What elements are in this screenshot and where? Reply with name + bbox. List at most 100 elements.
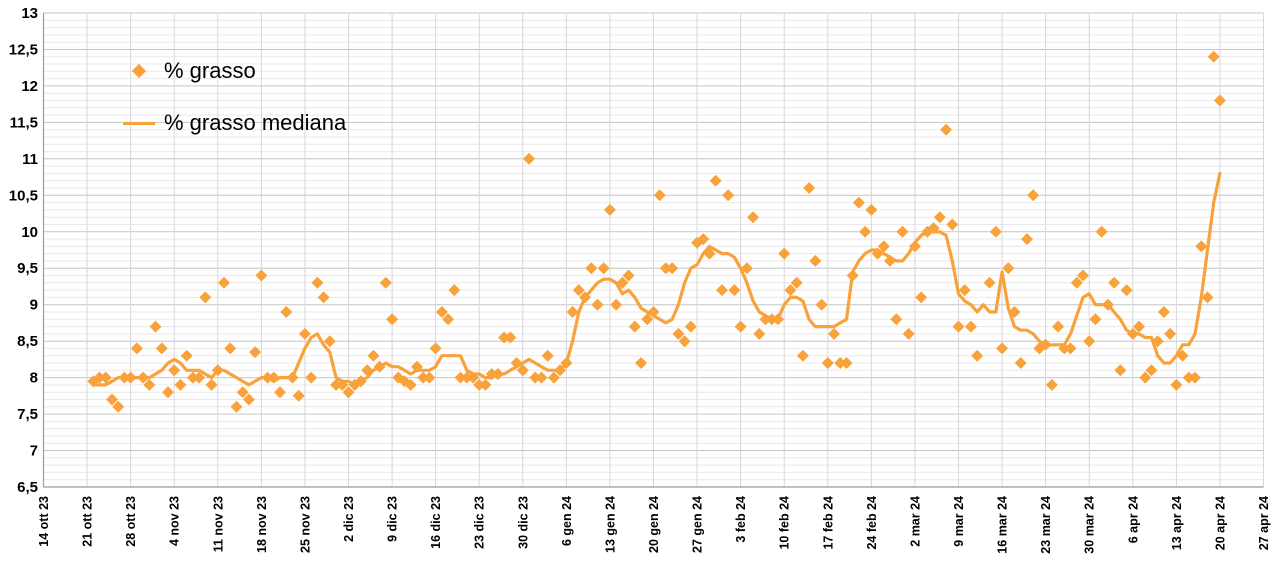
data-point — [809, 254, 822, 267]
y-tick-label: 8,5 — [17, 333, 38, 350]
data-point — [902, 327, 915, 340]
data-point — [1039, 338, 1052, 351]
x-tick-label: 13 gen 24 — [603, 496, 617, 553]
data-point — [1157, 306, 1170, 318]
data-point — [149, 320, 162, 333]
data-point — [249, 346, 262, 359]
data-point — [940, 123, 953, 136]
data-point — [566, 306, 579, 318]
x-tick-label: 28 ott 23 — [124, 496, 138, 547]
data-point — [616, 276, 629, 289]
data-point — [373, 360, 386, 373]
x-tick-label: 23 mar 24 — [1039, 496, 1053, 554]
data-point — [174, 378, 187, 391]
data-point — [734, 320, 747, 333]
data-point — [186, 371, 199, 384]
x-tick-label: 2 dic 23 — [342, 496, 356, 542]
data-point — [473, 378, 486, 391]
data-point — [1170, 378, 1183, 391]
data-point — [554, 364, 567, 377]
legend-label-grasso-mediana: % grasso mediana — [164, 110, 347, 135]
data-point — [423, 371, 436, 384]
data-point — [865, 203, 878, 216]
x-tick-label: 20 apr 24 — [1213, 496, 1227, 550]
legend-item-grasso: % grasso — [120, 53, 346, 89]
x-axis-labels: 14 ott 23 21 ott 23 28 ott 23 4 nov 23 11 no… — [37, 496, 1271, 554]
data-point — [560, 357, 573, 369]
data-point — [927, 222, 940, 235]
data-point — [205, 378, 218, 391]
data-point — [610, 298, 623, 311]
data-point — [989, 225, 1002, 238]
data-point — [211, 364, 224, 377]
data-point — [218, 276, 230, 289]
data-point — [354, 375, 367, 388]
data-point — [535, 371, 548, 384]
data-point — [971, 349, 984, 362]
axes — [42, 13, 1264, 488]
data-point — [653, 189, 666, 202]
x-tick-label: 27 gen 24 — [691, 496, 705, 553]
data-point — [728, 284, 741, 297]
data-point — [1021, 233, 1033, 246]
data-point — [1182, 371, 1195, 384]
data-point — [933, 211, 946, 224]
data-point — [983, 276, 996, 289]
data-point — [162, 386, 174, 399]
data-point — [1189, 371, 1201, 384]
data-point — [1070, 276, 1083, 289]
data-point — [772, 313, 784, 326]
data-point — [753, 327, 766, 340]
data-point — [647, 306, 660, 318]
data-point — [242, 393, 255, 406]
data-point — [168, 364, 181, 377]
data-point — [915, 291, 928, 304]
data-point — [946, 218, 959, 231]
data-point — [1052, 320, 1065, 333]
data-point — [485, 368, 498, 380]
data-point — [585, 262, 598, 275]
legend-item-grasso-mediana: % grasso mediana — [120, 105, 346, 141]
data-point — [342, 386, 355, 399]
y-tick-label: 6,5 — [17, 479, 38, 496]
data-point — [361, 364, 374, 377]
data-point — [417, 371, 430, 384]
data-point — [1145, 364, 1158, 377]
data-point — [709, 174, 722, 187]
data-point — [597, 262, 610, 275]
data-point — [635, 357, 648, 369]
data-point — [852, 196, 865, 209]
data-point — [896, 225, 909, 238]
x-tick-label: 17 feb 24 — [821, 496, 835, 550]
x-tick-label: 14 ott 23 — [37, 496, 51, 547]
data-point — [1108, 276, 1121, 289]
data-point — [93, 371, 106, 384]
data-point — [1133, 320, 1145, 333]
x-tick-label: 23 dic 23 — [473, 496, 487, 549]
data-point — [286, 371, 299, 384]
data-point — [137, 371, 150, 384]
data-point — [1008, 306, 1021, 318]
data-point — [323, 335, 336, 348]
legend-marker-col — [120, 121, 158, 125]
data-point — [765, 313, 778, 326]
data-point — [1195, 240, 1208, 253]
data-point — [429, 342, 442, 355]
x-tick-label: 3 feb 24 — [734, 496, 748, 543]
data-point — [747, 211, 760, 224]
data-point — [628, 320, 641, 333]
data-point — [510, 357, 523, 369]
x-tick-label: 27 apr 24 — [1257, 496, 1271, 550]
data-point — [1151, 335, 1164, 348]
data-point — [828, 327, 840, 340]
y-tick-label: 9 — [30, 297, 38, 314]
data-point — [305, 371, 318, 384]
data-point — [908, 240, 921, 253]
data-point — [803, 182, 816, 194]
line-marker-icon — [123, 121, 155, 125]
x-tick-label: 11 nov 23 — [211, 496, 225, 552]
x-tick-label: 6 gen 24 — [560, 496, 574, 546]
data-point — [336, 378, 349, 391]
data-point — [454, 371, 467, 384]
